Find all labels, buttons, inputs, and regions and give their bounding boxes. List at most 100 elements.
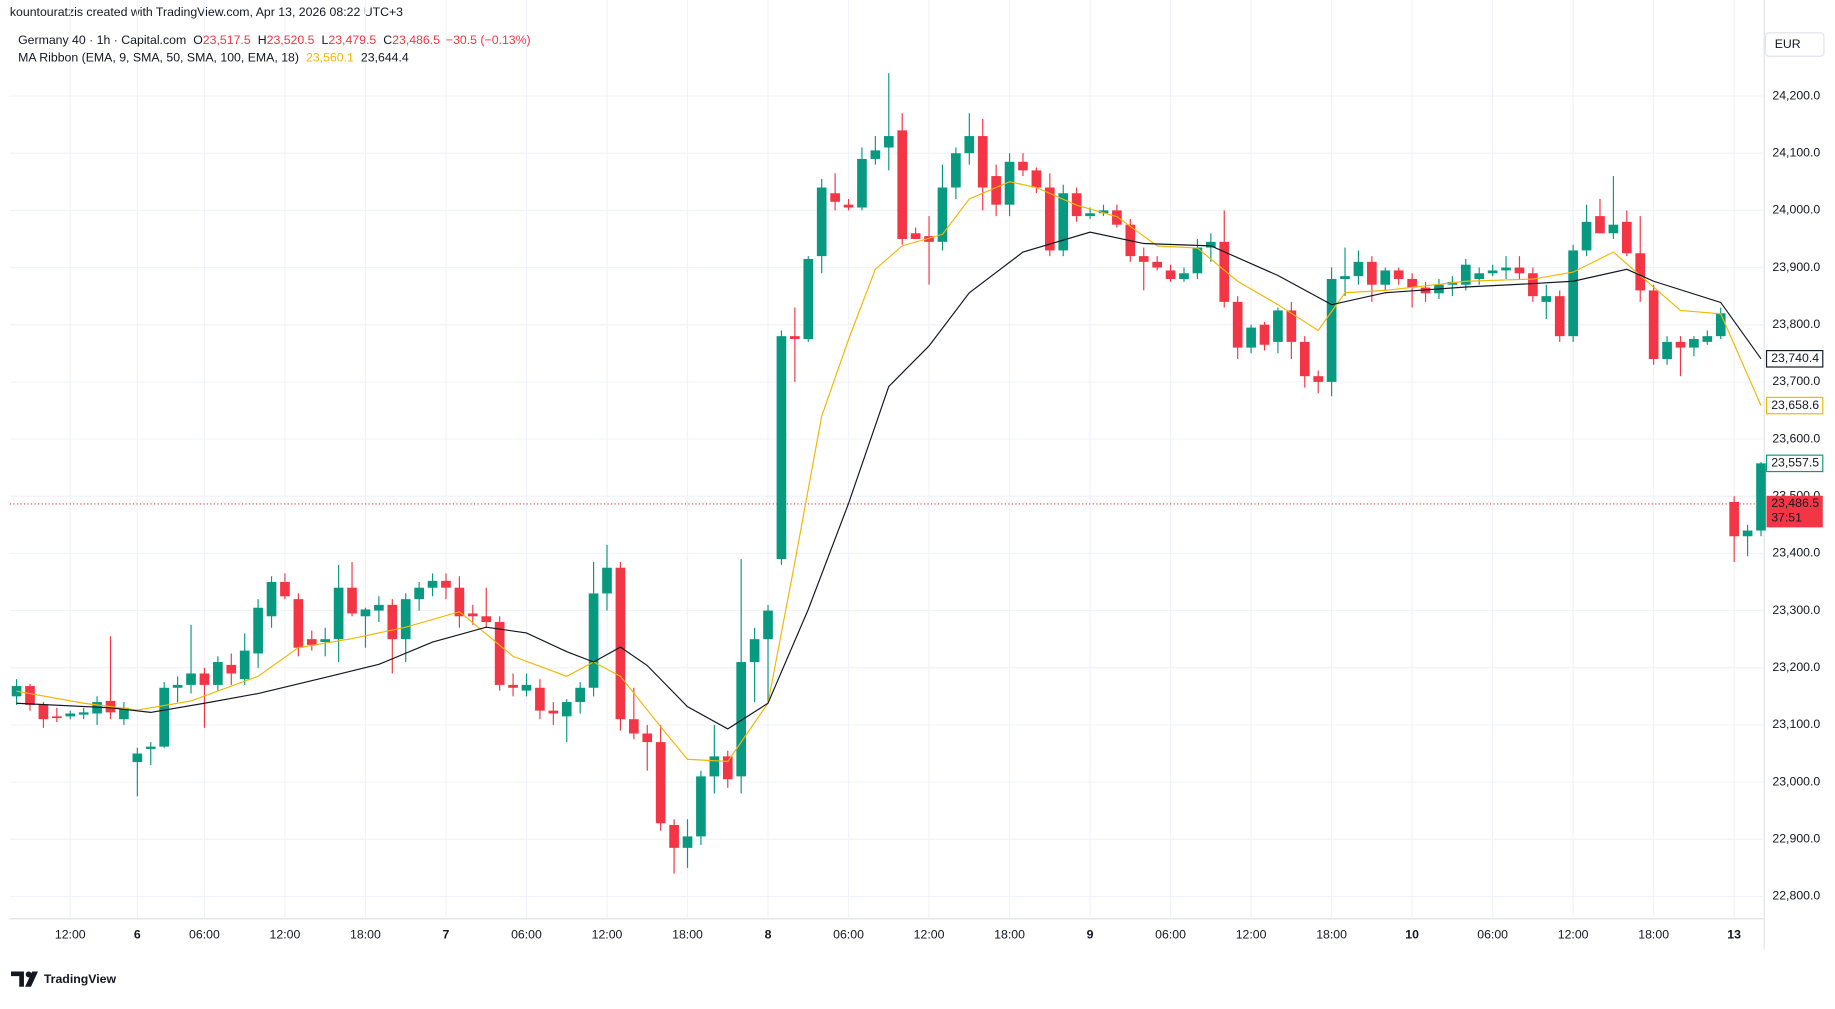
candle-body	[1299, 341, 1310, 377]
ma-line	[16, 181, 1762, 763]
candle-body	[1528, 273, 1538, 297]
candle-body	[1554, 296, 1565, 337]
candle-body	[696, 776, 706, 837]
candle-body	[38, 704, 49, 720]
candle-body	[400, 599, 411, 640]
x-tick-label: 12:00	[55, 927, 86, 941]
candle-body	[1715, 313, 1726, 337]
logo-text: TradingView	[44, 972, 117, 986]
candle-body	[1541, 296, 1552, 302]
candle-body	[588, 593, 599, 688]
ohlc-key: H	[258, 33, 267, 47]
candle-body	[924, 236, 934, 242]
x-tick-label: 7	[443, 927, 450, 941]
y-tick-label: 24,100.0	[1772, 145, 1820, 159]
candle-body	[172, 684, 183, 688]
candle-body	[830, 193, 840, 202]
x-tick-label: 9	[1087, 927, 1094, 941]
candle-body	[481, 616, 492, 623]
candle-body	[991, 176, 1001, 205]
candle-body	[266, 581, 277, 617]
candle-body	[1501, 267, 1511, 271]
x-tick-label: 06:00	[1477, 927, 1508, 941]
candle-body	[1340, 276, 1350, 279]
candle-body	[1085, 213, 1095, 217]
y-tick-label: 23,900.0	[1772, 260, 1820, 274]
candle-body	[1152, 261, 1162, 268]
candle-body	[561, 702, 572, 717]
candle-body	[1474, 273, 1485, 279]
candle-body	[951, 153, 961, 188]
candle-body	[964, 136, 975, 154]
candle-body	[1367, 261, 1377, 285]
candle-body	[119, 707, 129, 720]
y-tick-label: 24,200.0	[1772, 88, 1820, 102]
ma-value: 23,560.1	[306, 51, 354, 65]
currency-box[interactable]	[1764, 32, 1825, 57]
candle-body	[494, 622, 505, 685]
ohlc-value: 23,486.5	[392, 33, 440, 47]
x-tick-label: 18:00	[1638, 927, 1669, 941]
ohlc-key: C	[383, 33, 392, 47]
candle-body	[977, 136, 988, 188]
candle-body	[870, 150, 881, 159]
candle-body	[843, 204, 854, 208]
candle-body	[642, 733, 653, 743]
candle-body	[897, 130, 908, 239]
ohlc-key: L	[322, 33, 329, 47]
candle-body	[1621, 221, 1632, 254]
candle-body	[722, 756, 733, 780]
candle-body	[1756, 463, 1766, 531]
candle-body	[1044, 187, 1055, 251]
candle-body	[1326, 278, 1337, 382]
price-marker-label: 23,557.5	[1771, 456, 1819, 470]
candle-body	[602, 567, 612, 594]
candle-body	[709, 756, 720, 777]
candle-body	[548, 710, 559, 714]
candle-body	[1058, 193, 1069, 251]
candle-body	[1568, 250, 1578, 337]
candle-body	[1232, 301, 1243, 348]
candle-body	[1165, 270, 1176, 279]
candle-body	[1487, 270, 1498, 274]
candle-body	[132, 753, 143, 763]
candle-body	[1393, 270, 1404, 279]
candle-body	[427, 580, 438, 588]
candle-body	[1004, 161, 1015, 205]
currency[interactable]: EUR	[1775, 37, 1801, 51]
candle-body	[186, 673, 196, 685]
price-marker	[1765, 396, 1824, 415]
x-tick-label: 06:00	[1155, 927, 1186, 941]
candle-body	[1460, 264, 1471, 285]
ohlc-key: O	[193, 33, 203, 47]
candle-body	[253, 607, 263, 654]
candle-body	[239, 650, 250, 680]
x-tick-label: 13	[1727, 927, 1741, 941]
candle-body	[226, 664, 237, 674]
x-tick-label: 18:00	[1316, 927, 1347, 941]
candle-body	[333, 587, 344, 640]
ohlc-value: 23,479.5	[328, 33, 376, 47]
x-tick-label: 12:00	[1236, 927, 1267, 941]
y-tick-label: 24,000.0	[1772, 203, 1820, 217]
ma-value: 23,644.4	[361, 51, 409, 65]
price-marker	[1765, 454, 1824, 473]
y-tick-label: 23,600.0	[1772, 431, 1820, 445]
y-tick-label: 23,100.0	[1772, 717, 1820, 731]
candle-body	[454, 587, 465, 617]
created-by: kountouratzis created with TradingView.c…	[10, 5, 403, 19]
candle-body	[763, 610, 773, 640]
x-tick-label: 12:00	[914, 927, 945, 941]
candle-body	[1675, 341, 1686, 348]
candle-body	[1353, 261, 1364, 277]
symbol: Germany 40 · 1h · Capital.com	[18, 33, 186, 47]
candle-body	[1192, 247, 1203, 274]
candle-body	[213, 662, 223, 685]
candle-body	[1138, 256, 1149, 262]
candle-body	[508, 684, 518, 688]
candle-body	[669, 824, 679, 848]
candle-body	[1206, 241, 1216, 248]
candle-body	[521, 684, 532, 691]
candle-body	[1729, 501, 1739, 537]
candle-body	[1742, 530, 1753, 537]
